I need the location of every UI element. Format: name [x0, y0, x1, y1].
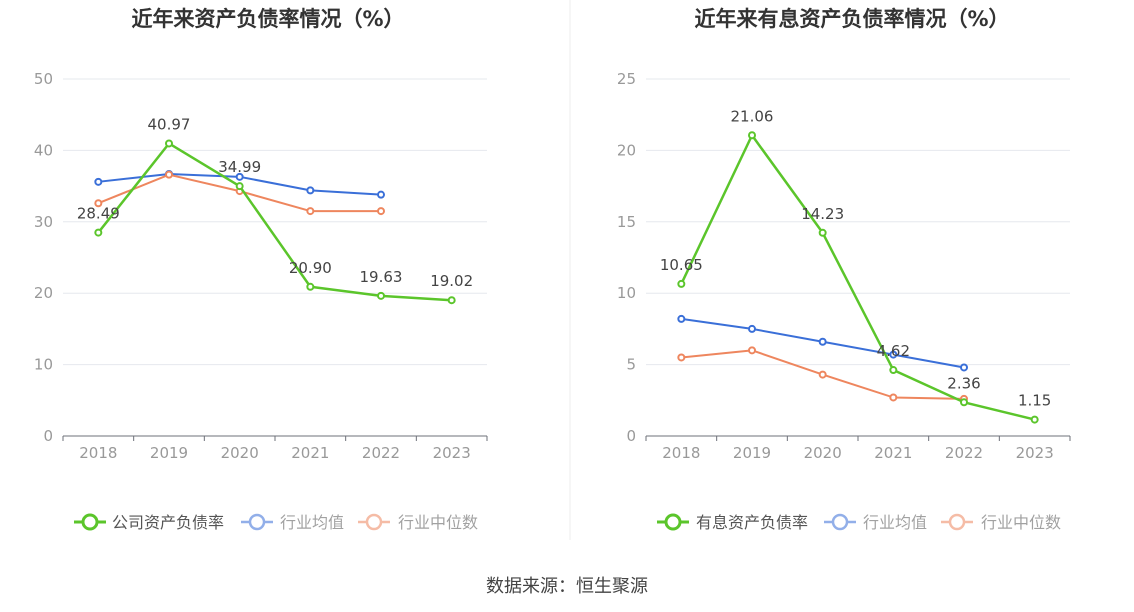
x-tick-label: 2018: [662, 444, 700, 462]
legend-label: 有息资产负债率: [696, 513, 808, 532]
data-source-footer: 数据来源：恒生聚源: [486, 576, 648, 597]
data-label: 34.99: [218, 158, 261, 176]
chart-panel-1: 近年来资产负债率情况（%） 0 10 20 30 40 50 2018 2019 2020 2021…: [34, 7, 488, 532]
legend-label: 公司资产负债率: [112, 513, 224, 532]
data-label: 19.02: [430, 272, 473, 290]
data-label: 20.90: [289, 259, 332, 277]
data-point: [94, 199, 103, 208]
legend-label: 行业中位数: [981, 513, 1061, 532]
x-tick-label: 2019: [150, 444, 188, 462]
legend-label: 行业中位数: [398, 513, 478, 532]
x-tick-label: 2023: [433, 444, 471, 462]
data-label: 10.65: [660, 256, 703, 274]
y-tick-label: 10: [617, 284, 636, 302]
y-tick-label: 20: [34, 284, 53, 302]
x-tick-label: 2021: [874, 444, 912, 462]
y-tick-label: 10: [34, 356, 53, 374]
x-tick-label: 2022: [362, 444, 400, 462]
data-point: [165, 170, 173, 179]
data-point: [748, 131, 756, 140]
data-point: [377, 207, 385, 216]
series-3: [677, 346, 968, 403]
legend-item-2[interactable]: 行业均值: [824, 513, 927, 532]
y-tick-label: 40: [34, 141, 53, 159]
x-tick-label: 2023: [1016, 444, 1054, 462]
data-point: [235, 182, 244, 191]
x-tick-label: 2019: [733, 444, 771, 462]
legend-item-1[interactable]: 公司资产负债率: [74, 513, 224, 532]
legend-marker-icon: [831, 513, 849, 531]
data-label: 21.06: [731, 107, 774, 125]
legend-item-3[interactable]: 行业中位数: [941, 513, 1061, 532]
data-point: [818, 370, 827, 379]
x-tick-label: 2021: [291, 444, 329, 462]
x-tick-label: 2020: [804, 444, 842, 462]
data-label: 1.15: [1018, 392, 1051, 410]
data-point: [889, 350, 898, 359]
legend-marker-icon: [248, 513, 266, 531]
data-point: [748, 324, 756, 333]
chart-panel-2: 近年来有息资产负债率情况（%） 0 5 10 15 20 25 2018 2019 2020 202…: [617, 7, 1071, 532]
legend-label: 行业均值: [863, 513, 927, 532]
y-tick-label: 5: [626, 356, 636, 374]
x-tick-label: 2020: [221, 444, 259, 462]
series-1: 10.65 21.06 14.23 4.62 2.36 1.15: [660, 107, 1051, 424]
legend-item-1[interactable]: 有息资产负债率: [657, 513, 808, 532]
y-tick-label: 0: [626, 427, 636, 445]
data-point: [377, 291, 385, 300]
legend-item-2[interactable]: 行业均值: [241, 513, 344, 532]
data-label: 4.62: [877, 342, 910, 360]
data-label: 19.63: [360, 268, 403, 286]
data-point: [748, 346, 756, 355]
x-tick-label: 2022: [945, 444, 983, 462]
series-2: [677, 314, 968, 372]
data-point: [306, 282, 315, 291]
series-2: [94, 169, 385, 199]
data-point: [306, 186, 315, 195]
data-point: [677, 279, 686, 288]
y-tick-label: 20: [617, 141, 636, 159]
chart-title: 近年来资产负债率情况（%）: [131, 7, 404, 31]
legend-marker-icon: [81, 513, 99, 531]
data-point: [960, 363, 968, 372]
data-point: [1030, 415, 1039, 424]
series-1: 28.49 40.97 34.99 20.90 19.63 19.02: [77, 115, 473, 305]
data-label: 2.36: [947, 374, 980, 392]
data-point: [165, 139, 173, 148]
y-tick-label: 25: [617, 70, 636, 88]
data-label: 40.97: [148, 115, 191, 133]
data-point: [447, 296, 456, 305]
data-point: [889, 393, 898, 402]
data-point: [306, 207, 315, 216]
data-point: [677, 314, 686, 323]
data-point: [889, 366, 898, 375]
y-tick-label: 15: [617, 213, 636, 231]
data-point: [94, 228, 103, 237]
x-tick-label: 2018: [79, 444, 117, 462]
y-tick-label: 50: [34, 70, 53, 88]
y-tick-label: 30: [34, 213, 53, 231]
legend-label: 行业均值: [280, 513, 344, 532]
series-line: [680, 134, 1035, 421]
data-point: [377, 190, 385, 199]
data-point: [677, 353, 686, 362]
data-point: [960, 398, 968, 407]
data-label: 28.49: [77, 205, 120, 223]
data-point: [235, 172, 244, 181]
data-point: [818, 228, 827, 237]
data-label: 14.23: [801, 205, 844, 223]
chart-title: 近年来有息资产负债率情况（%）: [694, 7, 1009, 31]
legend-item-3[interactable]: 行业中位数: [358, 513, 478, 532]
legend-marker-icon: [664, 513, 682, 531]
series-line: [97, 142, 452, 302]
y-tick-label: 0: [43, 427, 53, 445]
legend-marker-icon: [365, 513, 383, 531]
data-point: [818, 337, 827, 346]
data-point: [94, 177, 103, 186]
legend-marker-icon: [948, 513, 966, 531]
